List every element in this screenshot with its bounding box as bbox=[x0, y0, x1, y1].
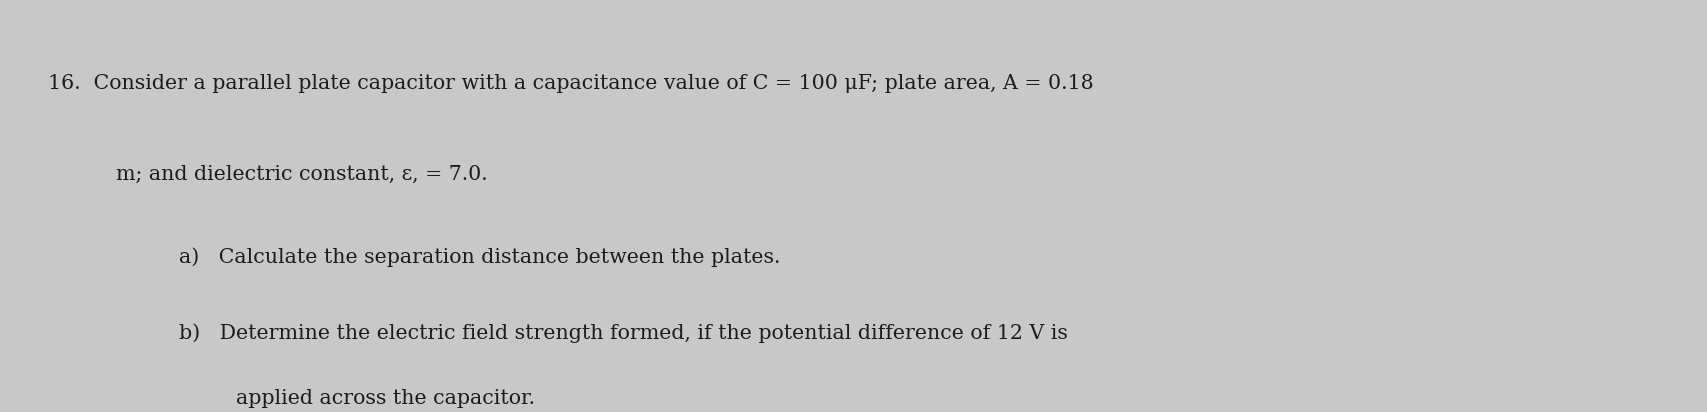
Text: 16.  Consider a parallel plate capacitor with a capacitance value of C = 100 μF;: 16. Consider a parallel plate capacitor … bbox=[48, 74, 1094, 93]
Text: b)   Determine the electric field strength formed, if the potential difference o: b) Determine the electric field strength… bbox=[179, 323, 1069, 343]
Text: applied across the capacitor.: applied across the capacitor. bbox=[236, 389, 534, 408]
Text: m; and dielectric constant, ε, = 7.0.: m; and dielectric constant, ε, = 7.0. bbox=[116, 165, 488, 184]
Text: a)   Calculate the separation distance between the plates.: a) Calculate the separation distance bet… bbox=[179, 247, 780, 267]
